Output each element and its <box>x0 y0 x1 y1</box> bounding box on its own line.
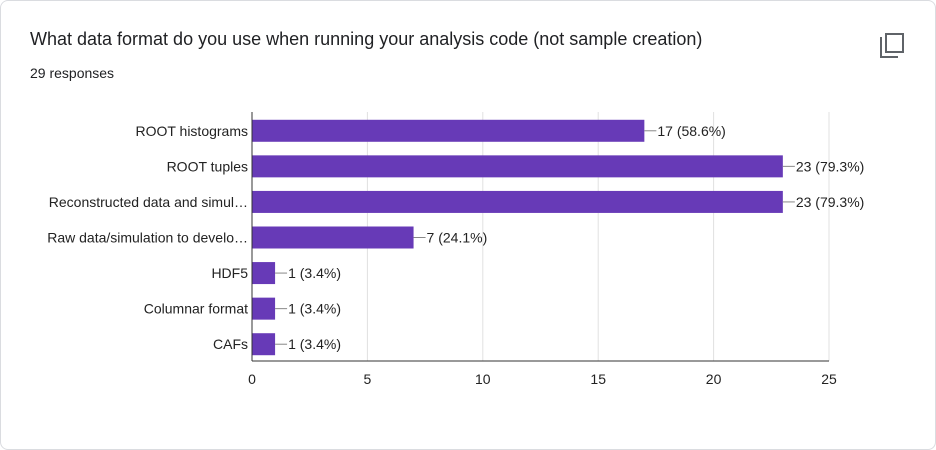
response-count: 29 responses <box>30 65 115 81</box>
category-label: Raw data/simulation to develo… <box>47 230 248 246</box>
question-title: What data format do you use when running… <box>30 29 703 49</box>
category-label: HDF5 <box>211 265 248 281</box>
category-label: ROOT histograms <box>135 123 248 139</box>
category-label: Reconstructed data and simul… <box>49 194 248 210</box>
bar <box>252 262 276 285</box>
data-label: 17 (58.6%) <box>657 123 725 139</box>
x-tick-label: 5 <box>364 371 372 387</box>
category-label: ROOT tuples <box>167 158 248 174</box>
data-label: 1 (3.4%) <box>288 301 341 317</box>
data-label: 7 (24.1%) <box>427 230 488 246</box>
category-label: CAFs <box>213 336 248 352</box>
category-label: Columnar format <box>144 301 248 317</box>
bar <box>252 297 276 320</box>
bar <box>252 226 414 249</box>
bar <box>252 190 783 213</box>
data-label: 23 (79.3%) <box>796 158 864 174</box>
x-tick-label: 0 <box>248 371 256 387</box>
copy-chart-icon[interactable] <box>878 33 906 61</box>
x-tick-label: 25 <box>821 371 837 387</box>
bar <box>252 119 645 142</box>
x-tick-label: 15 <box>590 371 606 387</box>
data-label: 1 (3.4%) <box>288 336 341 352</box>
x-tick-label: 10 <box>475 371 491 387</box>
data-label: 1 (3.4%) <box>288 265 341 281</box>
bar <box>252 155 783 178</box>
data-label: 23 (79.3%) <box>796 194 864 210</box>
x-tick-label: 20 <box>706 371 722 387</box>
bar <box>252 333 276 356</box>
